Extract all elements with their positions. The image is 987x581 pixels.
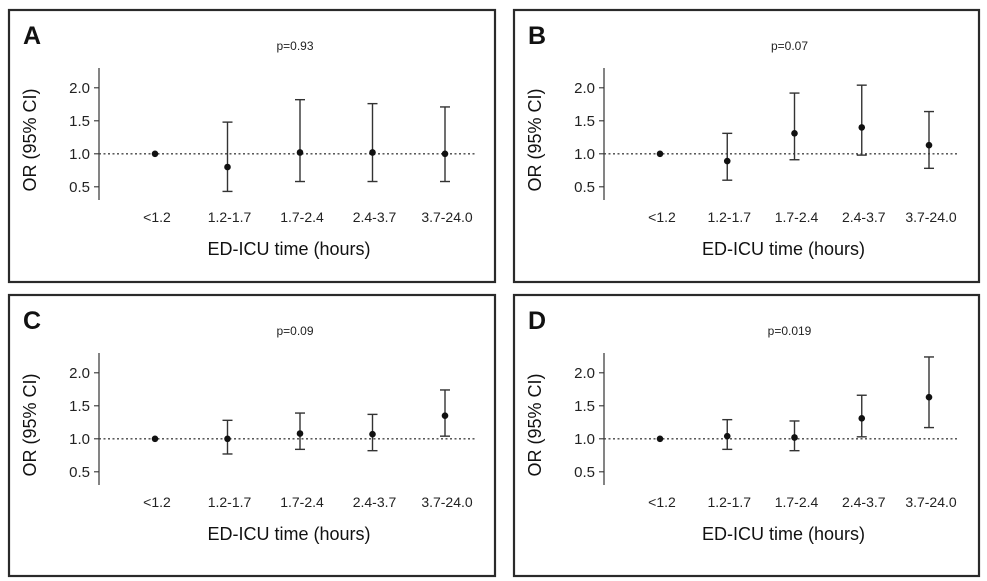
- y-tick-label: 0.5: [574, 179, 595, 196]
- y-tick-label: 1.0: [574, 431, 595, 448]
- x-tick-label: 1.7-2.4: [775, 209, 819, 225]
- panel-frame: [7, 8, 497, 284]
- odds-ratio-point: [723, 432, 731, 440]
- x-tick-label: 1.7-2.4: [280, 494, 324, 510]
- p-value-annotation: p=0.019: [768, 324, 812, 338]
- odds-ratio-point: [441, 412, 449, 420]
- y-tick-label: 1.5: [574, 398, 595, 415]
- y-tick-label: 2.0: [69, 365, 90, 382]
- y-axis-title: OR (95% CI): [525, 88, 545, 191]
- p-value-annotation: p=0.09: [276, 324, 313, 338]
- x-tick-label: 2.4-3.7: [842, 494, 886, 510]
- x-tick-label: <1.2: [143, 209, 171, 225]
- odds-ratio-point: [925, 141, 933, 149]
- p-value-annotation: p=0.93: [276, 39, 313, 53]
- y-tick-label: 1.0: [69, 431, 90, 448]
- odds-ratio-point: [224, 435, 231, 443]
- y-tick-label: 2.0: [574, 80, 595, 97]
- odds-ratio-point: [369, 149, 376, 156]
- y-axis-title: OR (95% CI): [20, 88, 40, 191]
- odds-ratio-point: [723, 157, 731, 165]
- y-axis-title: OR (95% CI): [20, 373, 40, 476]
- y-tick-label: 0.5: [69, 464, 90, 481]
- odds-ratio-point: [369, 430, 376, 438]
- panel-letter: B: [528, 22, 546, 50]
- x-tick-label: <1.2: [648, 209, 676, 225]
- odds-ratio-point: [858, 415, 866, 422]
- odds-ratio-point: [656, 435, 664, 443]
- odds-ratio-point: [296, 430, 304, 437]
- x-tick-label: 1.2-1.7: [208, 494, 252, 510]
- odds-ratio-point: [151, 150, 159, 158]
- x-tick-label: 1.7-2.4: [280, 209, 324, 225]
- x-axis-title: ED-ICU time (hours): [702, 524, 865, 544]
- panel-frame: [7, 293, 497, 578]
- odds-ratio-point: [791, 434, 798, 441]
- x-tick-label: 1.2-1.7: [707, 494, 751, 510]
- odds-ratio-point: [858, 124, 866, 131]
- x-tick-label: 1.2-1.7: [707, 209, 751, 225]
- panel-letter: D: [528, 307, 546, 335]
- x-tick-label: 3.7-24.0: [905, 494, 957, 510]
- x-tick-label: 2.4-3.7: [353, 209, 397, 225]
- panel-letter: C: [23, 307, 41, 335]
- y-tick-label: 1.0: [574, 146, 595, 163]
- odds-ratio-point: [151, 435, 159, 443]
- x-tick-label: 1.7-2.4: [775, 494, 819, 510]
- y-tick-label: 2.0: [69, 80, 90, 97]
- y-tick-label: 1.5: [574, 113, 595, 130]
- x-tick-label: 3.7-24.0: [421, 494, 473, 510]
- x-axis-title: ED-ICU time (hours): [207, 524, 370, 544]
- x-tick-label: 3.7-24.0: [421, 209, 473, 225]
- x-axis-title: ED-ICU time (hours): [702, 239, 865, 259]
- y-tick-label: 1.0: [69, 146, 90, 163]
- x-tick-label: 2.4-3.7: [842, 209, 886, 225]
- panel-frame: [512, 8, 981, 284]
- y-tick-label: 1.5: [69, 398, 90, 415]
- odds-ratio-point: [224, 163, 231, 171]
- y-tick-label: 0.5: [69, 179, 90, 196]
- y-tick-label: 2.0: [574, 365, 595, 382]
- y-axis-title: OR (95% CI): [525, 373, 545, 476]
- odds-ratio-point: [656, 150, 664, 158]
- x-axis-title: ED-ICU time (hours): [207, 239, 370, 259]
- x-tick-label: <1.2: [143, 494, 171, 510]
- panel-frame: [512, 293, 981, 578]
- odds-ratio-point: [791, 130, 798, 137]
- x-tick-label: 3.7-24.0: [905, 209, 957, 225]
- x-tick-label: 2.4-3.7: [353, 494, 397, 510]
- x-tick-label: <1.2: [648, 494, 676, 510]
- p-value-annotation: p=0.07: [771, 39, 808, 53]
- odds-ratio-point: [441, 150, 449, 158]
- x-tick-label: 1.2-1.7: [208, 209, 252, 225]
- odds-ratio-point: [925, 393, 933, 401]
- panel-letter: A: [23, 22, 41, 50]
- odds-ratio-point: [296, 149, 304, 156]
- y-tick-label: 1.5: [69, 113, 90, 130]
- y-tick-label: 0.5: [574, 464, 595, 481]
